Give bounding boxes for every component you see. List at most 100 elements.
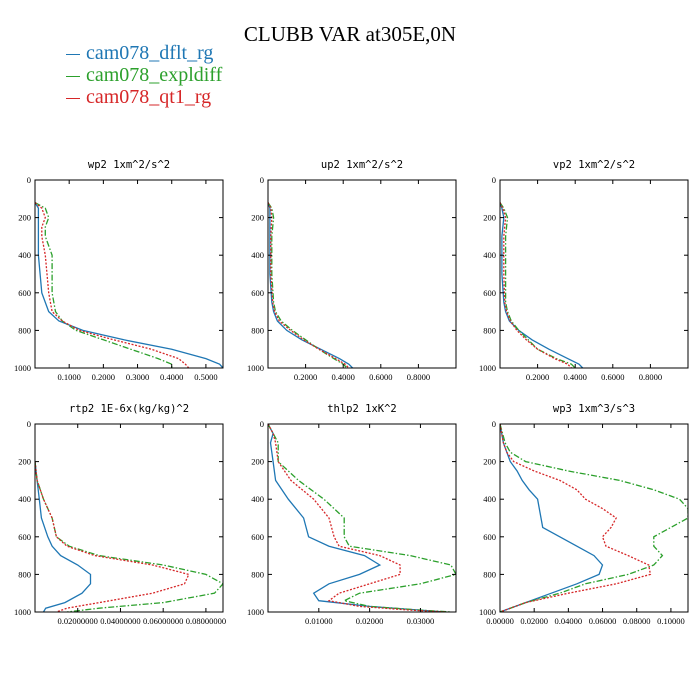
x-tick-label: 0.4000 — [332, 372, 355, 382]
y-tick-label: 0 — [492, 175, 496, 185]
series-line — [500, 424, 688, 612]
legend-line-swatch — [66, 75, 80, 77]
plot-frame — [267, 423, 457, 613]
y-tick-label: 200 — [483, 213, 496, 223]
x-tick-label: 0.6000 — [369, 372, 392, 382]
y-tick-label: 1000 — [479, 607, 496, 617]
y-tick-label: 800 — [18, 325, 31, 335]
y-tick-label: 400 — [483, 250, 496, 260]
x-tick-label: 0.00000 — [486, 616, 514, 626]
y-tick-label: 0 — [27, 419, 31, 429]
y-tick-label: 200 — [18, 457, 31, 467]
series-line — [500, 424, 652, 612]
x-tick-label: 0.02000000 — [58, 616, 98, 626]
series-line — [35, 202, 190, 368]
panel-title: vp2 1xm^2/s^2 — [553, 159, 635, 171]
legend-label: cam078_qt1_rg — [86, 86, 212, 108]
series-line — [35, 461, 190, 612]
y-tick-label: 1000 — [247, 607, 264, 617]
legend-label: cam078_dflt_rg — [86, 42, 214, 64]
series-line — [35, 202, 223, 368]
series-line — [268, 424, 446, 612]
y-tick-label: 200 — [18, 213, 31, 223]
x-tick-label: 0.4000 — [564, 372, 587, 382]
series-line — [268, 202, 354, 368]
x-tick-label: 0.2000 — [294, 372, 317, 382]
y-tick-label: 0 — [27, 175, 31, 185]
y-tick-label: 800 — [251, 325, 264, 335]
series-line — [268, 202, 348, 368]
y-tick-label: 600 — [483, 288, 496, 298]
y-tick-label: 800 — [483, 325, 496, 335]
y-tick-label: 600 — [18, 288, 31, 298]
legend-label: cam078_expldiff — [86, 64, 223, 86]
x-tick-label: 0.5000 — [194, 372, 217, 382]
x-tick-label: 0.03000 — [407, 616, 435, 626]
y-tick-label: 600 — [483, 532, 496, 542]
plot-frame — [34, 179, 224, 369]
legend-item: cam078_expldiff — [66, 64, 222, 86]
y-tick-label: 200 — [251, 213, 264, 223]
y-tick-label: 0 — [492, 419, 496, 429]
x-tick-label: 0.8000 — [407, 372, 430, 382]
series-line — [500, 202, 572, 368]
y-tick-label: 400 — [251, 494, 264, 504]
plot-frame — [267, 179, 457, 369]
x-tick-label: 0.01000 — [305, 616, 333, 626]
plot-frame — [499, 423, 689, 613]
plot-frame — [499, 179, 689, 369]
x-tick-label: 0.04000 — [555, 616, 583, 626]
x-tick-label: 0.06000000 — [143, 616, 183, 626]
panel-title: wp2 1xm^2/s^2 — [88, 159, 170, 171]
legend-item: cam078_qt1_rg — [66, 86, 222, 108]
series-line — [268, 424, 456, 612]
x-tick-label: 0.02000 — [520, 616, 548, 626]
panel-title: rtp2 1E-6x(kg/kg)^2 — [69, 403, 189, 415]
series-line — [35, 461, 92, 612]
y-tick-label: 600 — [251, 288, 264, 298]
panel-title: wp3 1xm^3/s^3 — [553, 403, 635, 415]
y-tick-label: 400 — [251, 250, 264, 260]
y-tick-label: 600 — [18, 532, 31, 542]
x-tick-label: 0.2000 — [92, 372, 115, 382]
x-tick-label: 0.02000 — [356, 616, 384, 626]
legend-line-swatch — [66, 53, 80, 55]
series-line — [35, 202, 173, 368]
plot-frame — [34, 423, 224, 613]
x-tick-label: 0.3000 — [126, 372, 149, 382]
y-tick-label: 400 — [18, 494, 31, 504]
panel-title: thlp2 1xK^2 — [327, 403, 397, 415]
figure-title: CLUBB VAR at305E,0N — [243, 22, 457, 46]
y-tick-label: 800 — [483, 569, 496, 579]
y-tick-label: 600 — [251, 532, 264, 542]
y-tick-label: 1000 — [247, 363, 264, 373]
y-tick-label: 400 — [18, 250, 31, 260]
series-line — [268, 424, 446, 612]
series-line — [500, 202, 576, 368]
x-tick-label: 0.4000 — [160, 372, 183, 382]
x-tick-label: 0.08000000 — [186, 616, 226, 626]
y-tick-label: 800 — [251, 569, 264, 579]
series-line — [35, 461, 223, 612]
x-tick-label: 0.1000 — [57, 372, 80, 382]
y-tick-label: 1000 — [479, 363, 496, 373]
y-tick-label: 200 — [483, 457, 496, 467]
x-tick-label: 0.04000000 — [100, 616, 140, 626]
x-tick-label: 0.8000 — [639, 372, 662, 382]
y-tick-label: 1000 — [14, 607, 31, 617]
y-tick-label: 800 — [18, 569, 31, 579]
legend: cam078_dflt_rg cam078_expldiff cam078_qt… — [66, 42, 222, 108]
series-line — [500, 424, 604, 612]
y-tick-label: 0 — [260, 175, 264, 185]
y-tick-label: 400 — [483, 494, 496, 504]
y-tick-label: 1000 — [14, 363, 31, 373]
x-tick-label: 0.10000 — [657, 616, 685, 626]
x-tick-label: 0.06000 — [589, 616, 617, 626]
x-tick-label: 0.08000 — [623, 616, 651, 626]
series-line — [268, 202, 350, 368]
panel-title: up2 1xm^2/s^2 — [321, 159, 403, 171]
y-tick-label: 0 — [260, 419, 264, 429]
legend-item: cam078_dflt_rg — [66, 42, 222, 64]
legend-line-swatch — [66, 97, 80, 99]
